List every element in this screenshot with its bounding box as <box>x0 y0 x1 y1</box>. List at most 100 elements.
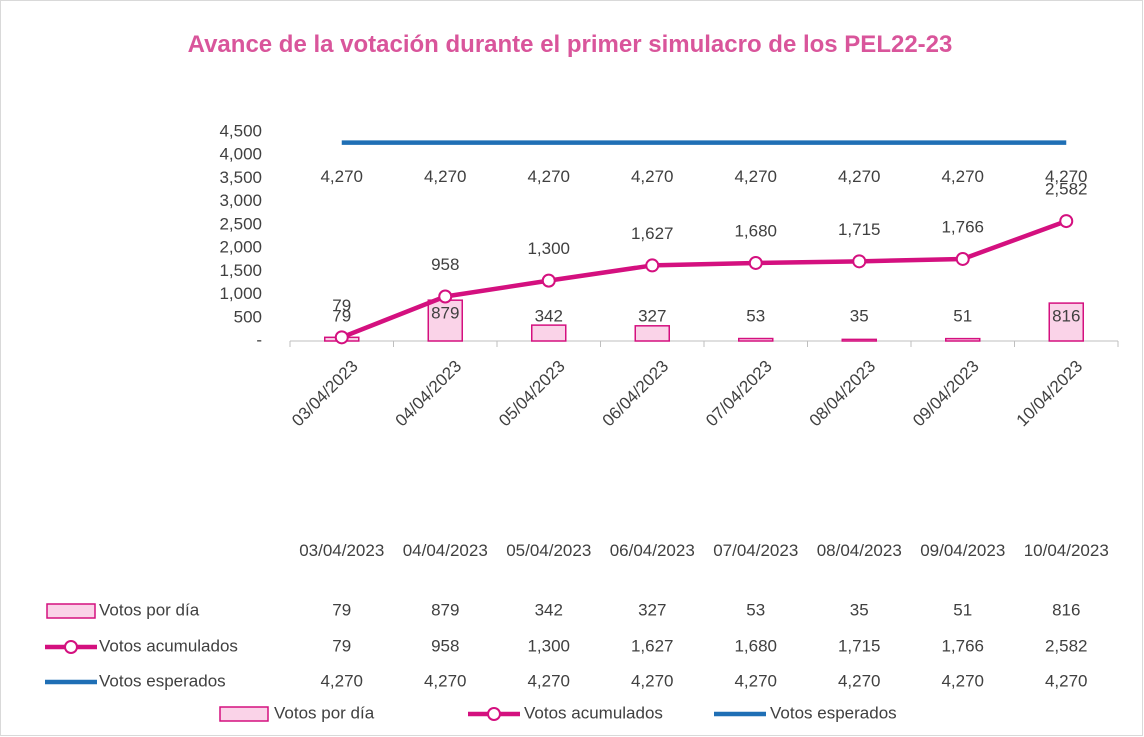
y-tick-label: 500 <box>234 307 262 326</box>
table-cell: 51 <box>953 600 972 619</box>
legend-key <box>46 603 96 619</box>
line-value-label: 79 <box>332 296 351 315</box>
line-value-label: 1,300 <box>527 239 570 258</box>
bar <box>427 299 463 342</box>
y-tick-label: 3,500 <box>219 168 262 187</box>
table-cell: 53 <box>746 600 765 619</box>
line-value-label: 4,270 <box>838 167 881 186</box>
legend-key-marker <box>487 707 501 721</box>
line-marker <box>438 289 453 304</box>
table-header: 04/04/2023 <box>402 541 488 560</box>
table-cell: 4,270 <box>527 671 570 690</box>
y-tick-label: 2,500 <box>219 214 262 233</box>
bar <box>738 337 774 342</box>
y-tick-label: 1,000 <box>219 284 262 303</box>
table-header-cell: 08/04/2023 <box>816 541 902 560</box>
table-cell: 816 <box>1052 600 1080 619</box>
line-value-label: 4,270 <box>424 167 467 186</box>
chart-title: Avance de la votación durante el primer … <box>187 31 953 58</box>
line-value-label: 4,270 <box>527 167 570 186</box>
table-cell: 4,270 <box>424 671 467 690</box>
table-cell: 1,300 <box>527 636 570 655</box>
bar-value-label: 816 <box>1052 306 1080 325</box>
table-header: 07/04/2023 <box>713 541 799 560</box>
bar-value-label: 35 <box>850 306 869 325</box>
line-value-label: 4,270 <box>320 167 363 186</box>
table-cell: 35 <box>850 600 869 619</box>
bar-value-label: 327 <box>638 306 666 325</box>
table-cell: 1,627 <box>631 636 674 655</box>
bar <box>841 338 877 342</box>
bar <box>531 324 567 342</box>
line-value-label: 1,715 <box>838 220 881 239</box>
table-row-label: Votos por día <box>99 600 200 619</box>
table-header: 09/04/2023 <box>920 541 1006 560</box>
table-row-label: Votos esperados <box>99 671 226 690</box>
line-value-label: 4,270 <box>631 167 674 186</box>
line-value-label: 1,680 <box>734 221 777 240</box>
legend-label: Votos esperados <box>770 703 897 722</box>
bar-value-label: 51 <box>953 306 972 325</box>
table-header: 05/04/2023 <box>506 541 592 560</box>
line-marker <box>748 255 763 270</box>
table-cell: 4,270 <box>320 671 363 690</box>
table-header-cell: 09/04/2023 <box>920 541 1006 560</box>
y-tick-label: 3,000 <box>219 191 262 210</box>
table-cell: 879 <box>431 600 459 619</box>
line-marker <box>852 254 867 269</box>
table-header-cell: 10/04/2023 <box>1023 541 1109 560</box>
bar-value-label: 879 <box>431 304 459 323</box>
table-cell: 79 <box>332 600 351 619</box>
y-tick-label: 2,000 <box>219 238 262 257</box>
y-tick-label: 4,500 <box>219 121 262 140</box>
table-cell: 327 <box>638 600 666 619</box>
line-value-label: 4,270 <box>1045 167 1088 186</box>
line <box>340 218 1068 340</box>
line-value-label: 1,627 <box>631 224 674 243</box>
table-cell: 2,582 <box>1045 636 1088 655</box>
table-cell: 1,715 <box>838 636 881 655</box>
table-header-cell: 07/04/2023 <box>713 541 799 560</box>
table-cell: 4,270 <box>838 671 881 690</box>
title-box: Avance de la votación durante el primer … <box>187 31 953 58</box>
table-cell: 1,680 <box>734 636 777 655</box>
table-row-label: Votos acumulados <box>99 636 238 655</box>
table-header: 06/04/2023 <box>609 541 695 560</box>
bar <box>1048 302 1084 342</box>
legend-key <box>219 706 269 722</box>
table-header: 10/04/2023 <box>1023 541 1109 560</box>
table-cell: 958 <box>431 636 459 655</box>
table-header: 03/04/2023 <box>299 541 385 560</box>
line-marker <box>334 330 349 345</box>
table-header-cell: 06/04/2023 <box>609 541 695 560</box>
table-cell: 342 <box>535 600 563 619</box>
y-tick-label: 4,000 <box>219 145 262 164</box>
line-value-label: 958 <box>431 255 459 274</box>
line-marker <box>1059 214 1074 229</box>
table-cell: 79 <box>332 636 351 655</box>
table-header-cell: 05/04/2023 <box>506 541 592 560</box>
line-value-label: 2,582 <box>1045 180 1088 199</box>
y-tick-label: - <box>256 330 262 349</box>
line-value-label: 4,270 <box>734 167 777 186</box>
line-value-label: 1,766 <box>941 217 984 236</box>
table-header: 08/04/2023 <box>816 541 902 560</box>
table-cell: 4,270 <box>631 671 674 690</box>
table-cell: 4,270 <box>1045 671 1088 690</box>
bar-value-label: 79 <box>332 306 351 325</box>
y-tick-label: 1,500 <box>219 261 262 280</box>
line-marker <box>645 258 660 273</box>
bar-value-label: 53 <box>746 306 765 325</box>
line-marker <box>541 273 556 288</box>
legend-label: Votos acumulados <box>524 703 663 722</box>
bar <box>634 325 670 342</box>
line-value-label: 4,270 <box>941 167 984 186</box>
bar-value-label: 342 <box>535 306 563 325</box>
line-marker <box>955 251 970 266</box>
table-cell: 1,766 <box>941 636 984 655</box>
table-cell: 4,270 <box>941 671 984 690</box>
legend-key-marker <box>64 640 78 654</box>
bar <box>945 337 981 342</box>
